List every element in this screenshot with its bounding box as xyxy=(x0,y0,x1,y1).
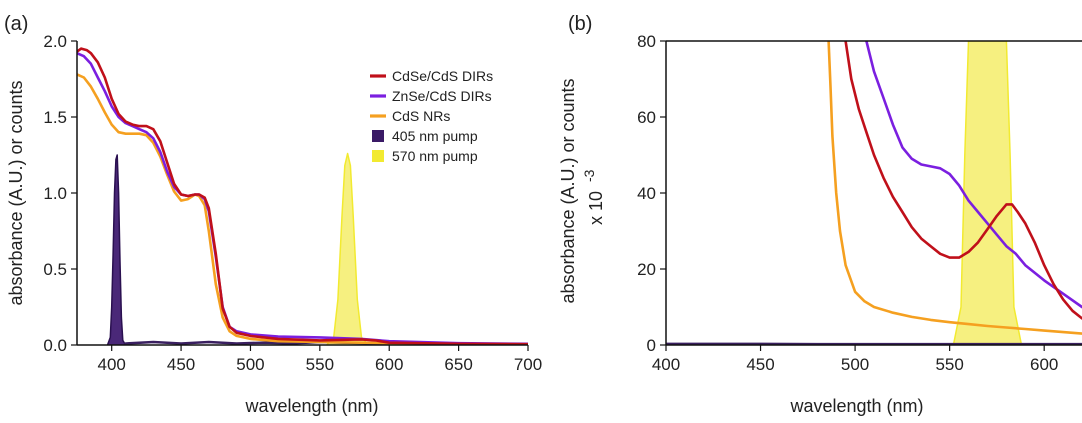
panel-b-plot xyxy=(666,41,1082,345)
panel-a-series-0-fill xyxy=(326,153,369,345)
legend-label-3: 405 nm pump xyxy=(392,128,478,144)
panel-b-ytick-label: 60 xyxy=(637,108,656,127)
panel-b-ylabel-exponent: -3 xyxy=(581,169,597,182)
panel-b-xtick-label: 450 xyxy=(746,355,774,374)
panel-a-xtick-label: 600 xyxy=(375,355,403,374)
panel-a-ytick-label: 2.0 xyxy=(43,32,67,51)
legend-swatch-3 xyxy=(372,130,384,142)
panel-a-series-1-fill xyxy=(107,155,126,345)
panel-b-series-0-fill xyxy=(953,41,1022,345)
panel-a-xtick-label: 650 xyxy=(444,355,472,374)
panel-b-xtick-label: 600 xyxy=(1030,355,1058,374)
panel-b: (b) 400 450 500 550 600 0 20 40 60 80 wavelength … xyxy=(558,13,1082,416)
panel-a-legend: CdSe/CdS DIRs ZnSe/CdS DIRs CdS NRs 405 nm … xyxy=(370,68,493,164)
panel-a-plot xyxy=(77,47,528,345)
legend-label-1: ZnSe/CdS DIRs xyxy=(392,88,492,104)
panel-a-xtick-label: 550 xyxy=(306,355,334,374)
panel-b-ylabel-multiplier: x 10 xyxy=(586,191,606,225)
panel-a-axes: 400 450 500 550 600 650 700 0.0 0.5 1.0 1.5 2.0 xyxy=(43,32,542,374)
panel-a-xtick-label: 450 xyxy=(167,355,195,374)
panel-b-ytick-label: 40 xyxy=(637,184,656,203)
panel-a-xtick-label: 700 xyxy=(514,355,542,374)
panel-a-series-3-line xyxy=(77,73,528,345)
panel-b-xtick-label: 500 xyxy=(841,355,869,374)
panel-a-series-0-line xyxy=(326,152,370,345)
panel-a-ylabel: absorbance (A.U.) or counts xyxy=(6,80,26,305)
panel-b-label: (b) xyxy=(568,13,592,35)
legend-label-4: 570 nm pump xyxy=(392,148,478,164)
panel-a-series-5-line xyxy=(77,47,528,345)
legend-label-2: CdS NRs xyxy=(392,108,450,124)
panel-b-axes: 400 450 500 550 600 0 20 40 60 80 xyxy=(637,32,1082,374)
panel-a-series-1-line xyxy=(106,154,127,345)
panel-a-xtick-label: 400 xyxy=(98,355,126,374)
panel-a-ytick-label: 1.0 xyxy=(43,184,67,203)
panel-a-xtick-label: 500 xyxy=(236,355,264,374)
panel-a-xlabel: wavelength (nm) xyxy=(244,396,378,416)
panel-a-ytick-label: 0.5 xyxy=(43,260,67,279)
panel-b-series-1-line xyxy=(827,41,1082,335)
legend-swatch-4 xyxy=(372,150,384,162)
legend-label-0: CdSe/CdS DIRs xyxy=(392,68,493,84)
panel-a-label: (a) xyxy=(4,13,28,35)
panel-b-series-2-line xyxy=(865,41,1082,309)
panel-b-ytick-label: 0 xyxy=(647,336,656,355)
panel-b-ylabel: absorbance (A.U.) or counts xyxy=(558,78,578,303)
panel-b-ytick-label: 20 xyxy=(637,260,656,279)
panel-b-ytick-label: 80 xyxy=(637,32,656,51)
panel-a-ytick-label: 0.0 xyxy=(43,336,67,355)
panel-b-xtick-label: 400 xyxy=(652,355,680,374)
panel-a: (a) 400 450 500 550 600 650 700 0.0 0.5 1.0 1.5 2.0… xyxy=(4,13,542,416)
panel-b-xtick-label: 550 xyxy=(935,355,963,374)
panel-b-xlabel: wavelength (nm) xyxy=(789,396,923,416)
panel-a-ytick-label: 1.5 xyxy=(43,108,67,127)
panel-b-series-3-line xyxy=(844,41,1082,320)
